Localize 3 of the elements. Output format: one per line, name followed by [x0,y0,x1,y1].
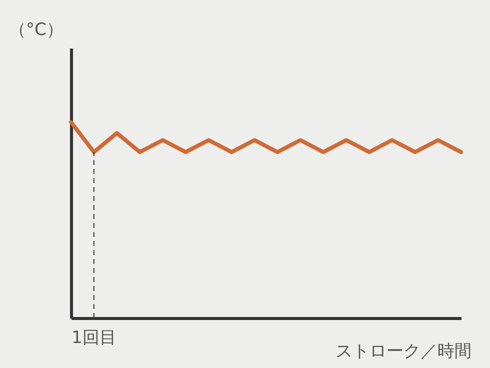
text: 1回目 [72,328,116,348]
x-axis-title: ストローク／時間 [336,342,472,362]
y-axis-title: （°C） [9,20,64,40]
